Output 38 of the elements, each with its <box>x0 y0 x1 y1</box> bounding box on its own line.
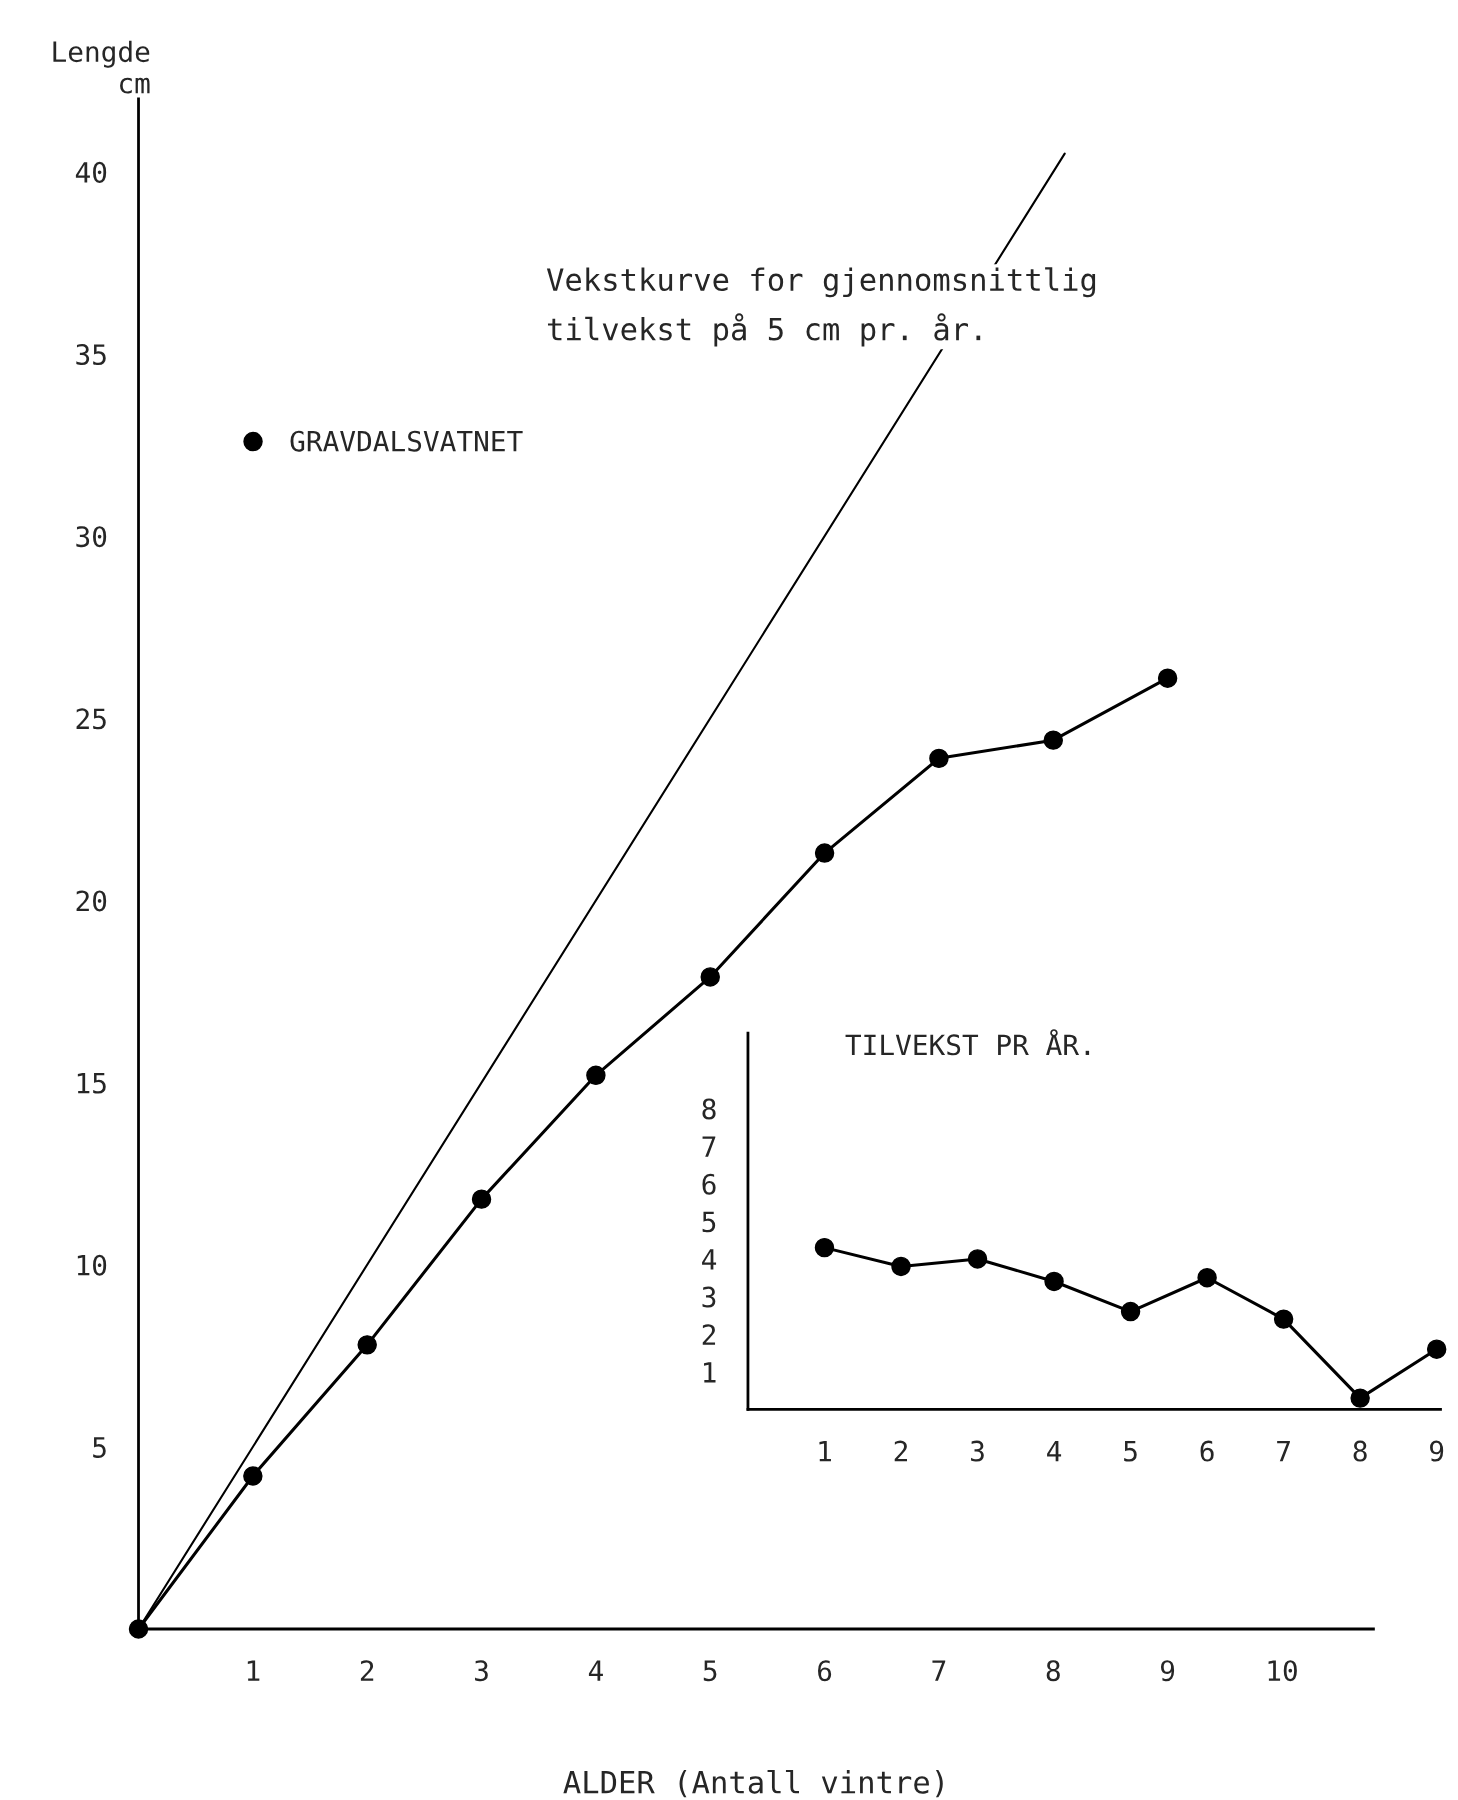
y-tick-label: 15 <box>77 1072 106 1094</box>
x-axis-title: ALDER (Antall vintre) <box>563 1769 943 1798</box>
y-tick-label: 10 <box>77 1254 107 1276</box>
x-tick-label: 6 <box>1200 1440 1214 1462</box>
y-tick-label: 4 <box>702 1249 717 1270</box>
y-axis-title: Lengde cm <box>53 40 150 94</box>
x-tick-label: 6 <box>818 1660 832 1682</box>
y-tick-label: 5 <box>702 1211 716 1233</box>
x-tick-label: 2 <box>360 1660 374 1681</box>
y-tick-label: 30 <box>76 526 107 548</box>
x-tick-label: 4 <box>1047 1440 1062 1462</box>
y-tick-label: 8 <box>702 1098 716 1120</box>
x-tick-label: 8 <box>1046 1660 1060 1682</box>
x-tick-label: 3 <box>475 1660 488 1682</box>
x-tick-label: 7 <box>932 1660 946 1681</box>
x-tick-label: 1 <box>819 1440 831 1462</box>
annotation: Vekstkurve for gjennomsnittlig tilvekst på 5 cm pr. år. <box>546 267 1096 347</box>
x-tick-label: 10 <box>1268 1660 1297 1682</box>
y-tick-label: 6 <box>702 1173 716 1195</box>
x-tick-label: 8 <box>1353 1440 1367 1462</box>
y-tick-label: 1 <box>704 1362 716 1383</box>
y-tick-label: 7 <box>702 1136 716 1157</box>
x-tick-label: 1 <box>247 1660 260 1681</box>
x-tick-label: 3 <box>971 1440 984 1462</box>
x-tick-label: 4 <box>588 1660 603 1681</box>
y-tick-label: 20 <box>76 890 107 912</box>
y-tick-label: 2 <box>702 1324 716 1345</box>
y-tick-label: 35 <box>76 344 106 366</box>
x-tick-label: 2 <box>894 1440 907 1462</box>
chart-title: TILVEKST PR ÅR. <box>845 1029 1090 1056</box>
y-tick-label: 40 <box>75 161 107 183</box>
x-tick-label: 9 <box>1430 1440 1444 1462</box>
y-tick-label: 25 <box>76 708 106 730</box>
y-tick-label: 3 <box>702 1286 716 1308</box>
x-tick-label: 9 <box>1160 1660 1175 1682</box>
x-tick-label: 5 <box>1124 1440 1137 1462</box>
x-tick-label: 7 <box>1277 1440 1290 1462</box>
legend-label: GRAVDALSVATNET <box>290 430 523 452</box>
